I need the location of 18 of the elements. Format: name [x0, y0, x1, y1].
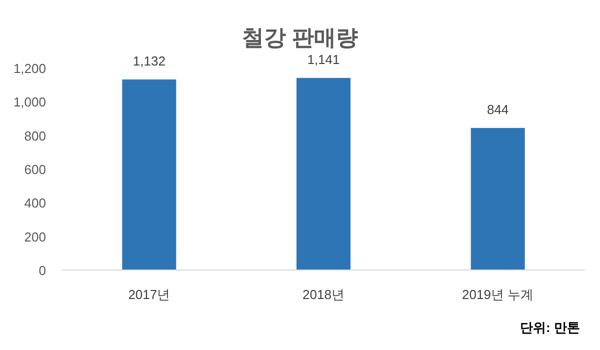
- bar: [122, 79, 176, 270]
- y-tick-label: 1,000: [13, 94, 46, 110]
- data-label: 844: [486, 102, 509, 117]
- y-tick-label: 0: [38, 263, 46, 278]
- text: 단위: 만톤: [520, 320, 580, 335]
- y-tick-label: 200: [24, 229, 46, 244]
- y-tick-label: 1,200: [13, 61, 46, 76]
- y-tick-label: 400: [24, 196, 46, 211]
- data-label: 1,141: [307, 52, 340, 67]
- x-tick-label: 2017년: [128, 287, 170, 302]
- chart-title: 철강 판매량: [242, 25, 358, 50]
- y-tick-label: 600: [24, 162, 46, 177]
- bar: [470, 128, 525, 270]
- data-label: 1,132: [132, 53, 166, 68]
- x-tick-label: 2018년: [302, 287, 344, 302]
- bar: [296, 78, 350, 270]
- x-tick-label: 2019년 누계: [462, 287, 534, 302]
- y-tick-label: 800: [24, 128, 46, 144]
